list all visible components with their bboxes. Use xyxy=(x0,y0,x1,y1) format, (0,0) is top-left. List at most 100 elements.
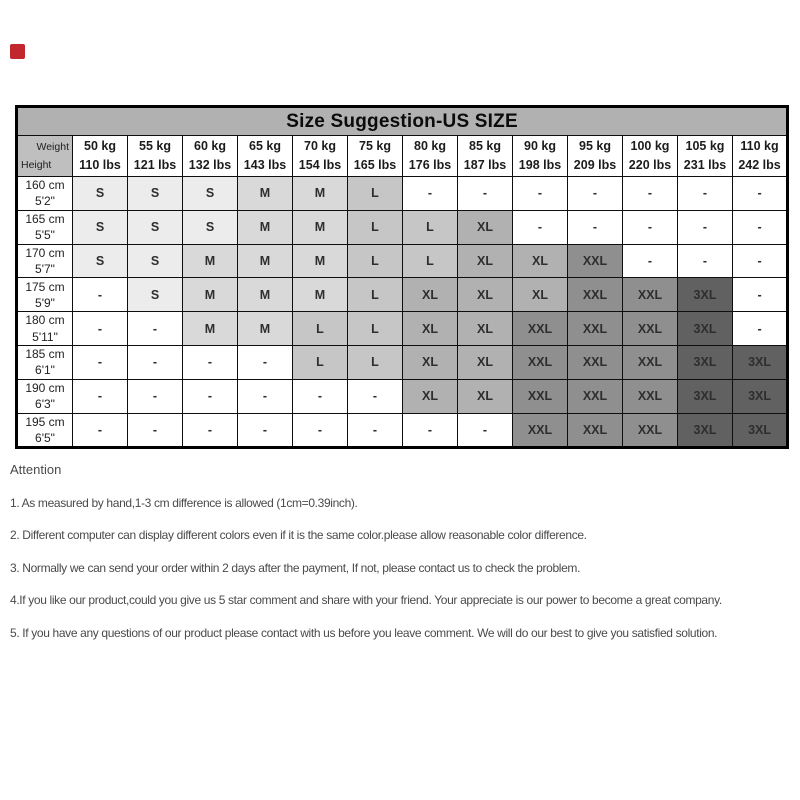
size-cell: XXL xyxy=(512,344,568,380)
size-cell: XL xyxy=(457,311,513,346)
weight-kg: 70 kg xyxy=(304,138,336,153)
size-cell: - xyxy=(347,378,403,414)
size-cell: M xyxy=(292,209,348,245)
note-item-2: 2. Different computer can display differ… xyxy=(10,528,587,543)
weight-lbs: 143 lbs xyxy=(243,158,287,172)
weight-lbs: 209 lbs xyxy=(573,158,617,172)
size-cell: - xyxy=(72,378,128,414)
weight-lbs: 132 lbs xyxy=(188,158,232,172)
weight-lbs: 187 lbs xyxy=(463,158,507,172)
table-row: 160 cm 5'2" S S S M M L - - - - - - - xyxy=(16,176,789,211)
height-header: 175 cm 5'9" xyxy=(16,277,73,313)
height-ft: 6'3" xyxy=(35,397,55,412)
red-corner-marker xyxy=(10,44,25,59)
size-cell: M xyxy=(237,311,293,346)
size-cell: M xyxy=(237,243,293,279)
size-cell: - xyxy=(72,277,128,313)
height-header: 160 cm 5'2" xyxy=(16,176,73,211)
size-cell: - xyxy=(292,378,348,414)
weight-kg: 85 kg xyxy=(469,138,501,153)
size-cell: M xyxy=(182,277,238,313)
weight-header: 65 kg 143 lbs xyxy=(237,135,293,177)
size-cell: 3XL xyxy=(731,412,789,449)
size-cell: XL xyxy=(402,344,458,380)
weight-header: 105 kg 231 lbs xyxy=(677,135,733,177)
size-cell: - xyxy=(72,412,128,449)
attention-heading: Attention xyxy=(10,462,62,477)
height-header: 185 cm 6'1" xyxy=(16,344,73,380)
size-suggestion-table: Size Suggestion-US SIZE Weight Height 50… xyxy=(15,105,790,450)
size-cell: XL xyxy=(457,378,513,414)
size-cell: XXL xyxy=(622,277,678,313)
size-cell: - xyxy=(677,243,733,279)
weight-header: 100 kg 220 lbs xyxy=(622,135,678,177)
size-cell: S xyxy=(127,209,183,245)
weight-lbs: 176 lbs xyxy=(408,158,452,172)
height-cm: 165 cm xyxy=(25,212,65,226)
size-cell: XXL xyxy=(512,412,568,449)
weight-header: 60 kg 132 lbs xyxy=(182,135,238,177)
weight-kg: 90 kg xyxy=(524,138,556,153)
weight-kg: 65 kg xyxy=(249,138,281,153)
size-cell: - xyxy=(127,344,183,380)
size-cell: - xyxy=(567,176,623,211)
weight-kg: 100 kg xyxy=(630,138,670,153)
size-cell: L xyxy=(347,176,403,211)
height-cm: 190 cm xyxy=(25,380,65,395)
size-cell: L xyxy=(347,209,403,245)
size-cell: 3XL xyxy=(677,277,733,313)
size-cell: - xyxy=(237,378,293,414)
weight-lbs: 231 lbs xyxy=(683,158,727,172)
size-cell: - xyxy=(677,209,733,245)
table-title-row: Size Suggestion-US SIZE xyxy=(15,106,789,136)
weight-lbs: 198 lbs xyxy=(518,158,562,172)
height-ft: 5'5" xyxy=(35,228,55,243)
height-header: 190 cm 6'3" xyxy=(16,378,73,414)
height-header: 180 cm 5'11" xyxy=(16,311,73,346)
weight-header: 50 kg 110 lbs xyxy=(72,135,128,177)
weight-header: 95 kg 209 lbs xyxy=(567,135,623,177)
height-ft: 5'7" xyxy=(35,261,55,276)
weight-kg: 75 kg xyxy=(359,138,391,153)
weight-kg: 55 kg xyxy=(139,138,171,153)
weight-lbs: 121 lbs xyxy=(133,158,177,172)
size-cell: - xyxy=(731,277,789,313)
size-cell: 3XL xyxy=(677,344,733,380)
size-cell: M xyxy=(292,277,348,313)
size-cell: - xyxy=(731,311,789,346)
size-cell: - xyxy=(402,176,458,211)
table-row: 185 cm 6'1" - - - - L L XL XL XXL XXL XXL… xyxy=(16,344,789,380)
size-cell: S xyxy=(72,209,128,245)
height-ft: 5'9" xyxy=(35,295,55,310)
size-cell: - xyxy=(457,176,513,211)
size-cell: M xyxy=(182,311,238,346)
attention-notes: Attention 1. As measured by hand,1-3 cm … xyxy=(10,462,799,640)
size-cell: 3XL xyxy=(677,412,733,449)
size-cell: - xyxy=(731,243,789,279)
note-item-5: 5. If you have any questions of our prod… xyxy=(10,625,718,640)
weight-header: 110 kg 242 lbs xyxy=(731,135,789,177)
size-cell: - xyxy=(127,412,183,449)
height-ft: 6'1" xyxy=(35,363,55,378)
size-cell: L xyxy=(402,243,458,279)
weight-header: 90 kg 198 lbs xyxy=(512,135,568,177)
size-cell: - xyxy=(731,176,789,211)
size-cell: L xyxy=(347,277,403,313)
size-cell: - xyxy=(182,378,238,414)
size-cell: L xyxy=(402,209,458,245)
table-row: 165 cm 5'5" S S S M M L L XL - - - - - xyxy=(16,209,789,245)
size-cell: - xyxy=(731,209,789,245)
size-cell: XXL xyxy=(567,378,623,414)
weight-lbs: 220 lbs xyxy=(628,158,672,172)
size-cell: M xyxy=(182,243,238,279)
size-cell: XXL xyxy=(567,344,623,380)
size-cell: - xyxy=(567,209,623,245)
height-cm: 185 cm xyxy=(25,347,65,362)
table-row: 175 cm 5'9" - S M M M L XL XL XL XXL XXL … xyxy=(16,277,789,313)
weight-header: 85 kg 187 lbs xyxy=(457,135,513,177)
size-cell: - xyxy=(292,412,348,449)
size-cell: S xyxy=(127,176,183,211)
size-cell: S xyxy=(127,277,183,313)
table-row: 190 cm 6'3" - - - - - - XL XL XXL XXL XXL… xyxy=(16,378,789,414)
